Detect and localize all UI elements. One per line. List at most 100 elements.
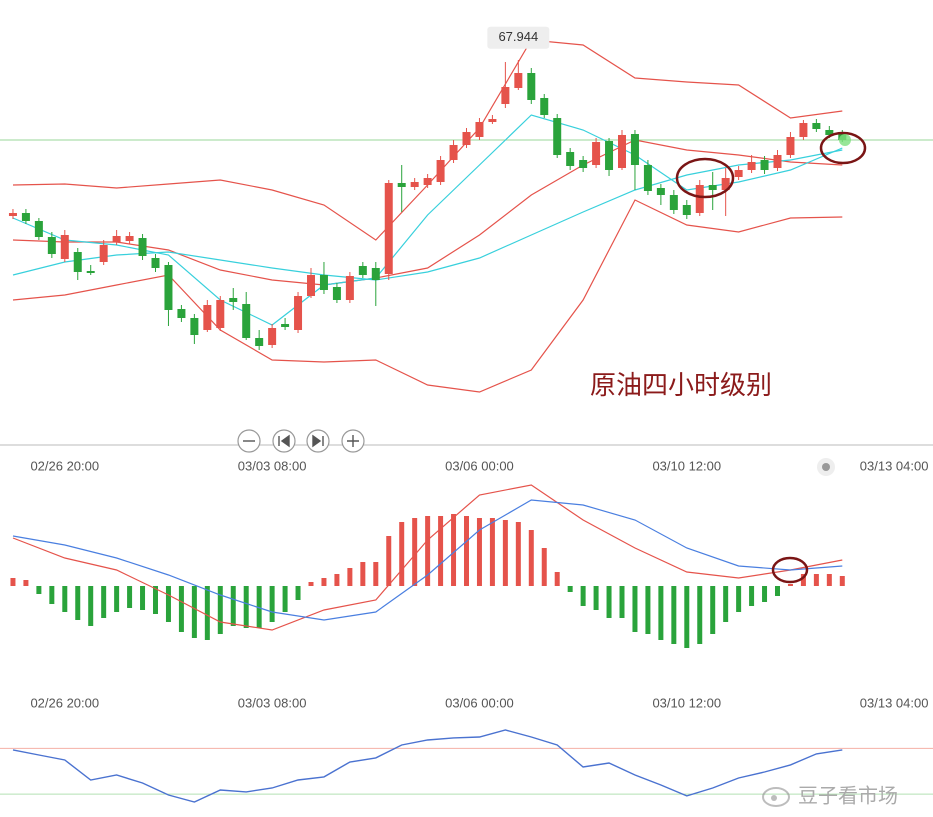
candle-body bbox=[618, 135, 626, 168]
macd-bar bbox=[360, 562, 366, 586]
macd-bar bbox=[528, 530, 534, 586]
current-price-dot bbox=[839, 134, 851, 146]
macd-bar bbox=[36, 586, 42, 594]
macd-bar bbox=[813, 574, 819, 586]
macd-bar bbox=[710, 586, 716, 634]
candle-body bbox=[695, 185, 704, 213]
candle-body bbox=[527, 73, 536, 100]
candle-body bbox=[514, 73, 523, 88]
step-forward-button[interactable] bbox=[306, 429, 330, 453]
candle-body bbox=[540, 98, 549, 115]
macd-bar bbox=[775, 586, 780, 596]
annotation: 原油四小时级别 bbox=[590, 370, 772, 400]
candle-body bbox=[773, 155, 782, 168]
zoom-in-button[interactable] bbox=[341, 429, 365, 453]
candle-body bbox=[21, 213, 30, 221]
candle-body bbox=[34, 221, 43, 237]
candle-body bbox=[488, 119, 497, 122]
macd-line bbox=[12, 484, 843, 631]
candle-body bbox=[786, 137, 795, 155]
macd-bar bbox=[140, 586, 146, 610]
candle-body bbox=[825, 130, 834, 135]
highlight-circle bbox=[819, 131, 867, 165]
candle-body bbox=[630, 134, 639, 165]
x-tick-label: 03/06 00:00 bbox=[445, 458, 514, 473]
candle-body bbox=[397, 183, 406, 187]
macd-bar bbox=[127, 586, 133, 608]
macd-bar bbox=[749, 586, 755, 606]
indicator-line bbox=[12, 149, 843, 281]
candle-body bbox=[462, 132, 471, 145]
watermark-icon bbox=[762, 787, 790, 807]
settings-icon bbox=[822, 463, 830, 471]
macd-bar bbox=[217, 586, 223, 634]
macd-bar bbox=[23, 580, 29, 586]
macd-bar bbox=[800, 574, 806, 586]
macd-bar bbox=[451, 514, 457, 586]
candle-body bbox=[138, 238, 147, 256]
indicator-line bbox=[12, 114, 843, 326]
candle-body bbox=[592, 142, 601, 165]
candle-body bbox=[799, 123, 808, 137]
candle-body bbox=[760, 160, 769, 170]
marker-label: 67.944 bbox=[498, 29, 538, 44]
candle-body bbox=[216, 300, 225, 328]
candle-body bbox=[112, 236, 121, 242]
candle-body bbox=[812, 123, 821, 129]
macd-bar bbox=[580, 586, 586, 606]
zoom-out-button[interactable] bbox=[237, 429, 261, 453]
candle-body bbox=[229, 298, 238, 302]
candle-body bbox=[475, 122, 484, 137]
candle-body bbox=[99, 245, 108, 262]
macd-bar bbox=[697, 586, 703, 644]
candle-body bbox=[566, 152, 575, 166]
candle-body bbox=[579, 160, 588, 168]
macd-bar bbox=[425, 516, 431, 586]
macd-bar bbox=[88, 586, 94, 626]
macd-bar bbox=[165, 586, 171, 622]
candle-body bbox=[734, 170, 743, 177]
macd-bar bbox=[489, 518, 495, 586]
macd-bar bbox=[10, 578, 16, 586]
macd-bar bbox=[334, 574, 340, 586]
candle-body bbox=[708, 185, 717, 190]
macd-bar bbox=[373, 562, 379, 586]
candle-body bbox=[721, 178, 730, 190]
macd-bar bbox=[49, 586, 55, 604]
macd-bar bbox=[386, 536, 392, 586]
macd-bar bbox=[502, 520, 508, 586]
macd-bar bbox=[464, 516, 469, 586]
candle-body bbox=[682, 205, 691, 215]
candle-body bbox=[747, 162, 756, 170]
candle-body bbox=[436, 160, 445, 182]
macd-bar bbox=[619, 586, 625, 618]
candle-body bbox=[423, 178, 432, 185]
macd-bar bbox=[243, 586, 249, 628]
candle-body bbox=[501, 87, 510, 104]
macd-bar bbox=[541, 548, 547, 586]
macd-bar bbox=[736, 586, 742, 612]
candle-body bbox=[358, 266, 367, 275]
x-tick-label: 03/06 00:00 bbox=[445, 695, 514, 710]
macd-bar bbox=[62, 586, 68, 612]
x-tick-label: 03/10 12:00 bbox=[652, 458, 721, 473]
macd-bar bbox=[230, 586, 236, 626]
macd-bar bbox=[645, 586, 651, 634]
macd-bar bbox=[178, 586, 184, 632]
step-back-button[interactable] bbox=[272, 429, 296, 453]
macd-bar bbox=[515, 522, 521, 586]
x-tick-label: 03/13 04:00 bbox=[860, 695, 929, 710]
candle-body bbox=[319, 275, 328, 290]
candle-body bbox=[190, 318, 199, 335]
macd-bar bbox=[554, 572, 560, 586]
candle-body bbox=[669, 195, 678, 210]
macd-bar bbox=[114, 586, 120, 612]
candle-body bbox=[410, 182, 419, 187]
candle-body bbox=[203, 305, 212, 330]
highlight-circle bbox=[771, 556, 809, 584]
x-tick-label: 02/26 20:00 bbox=[30, 458, 99, 473]
candle-body bbox=[332, 287, 341, 300]
candle-body bbox=[643, 165, 652, 191]
macd-bar bbox=[632, 586, 638, 632]
